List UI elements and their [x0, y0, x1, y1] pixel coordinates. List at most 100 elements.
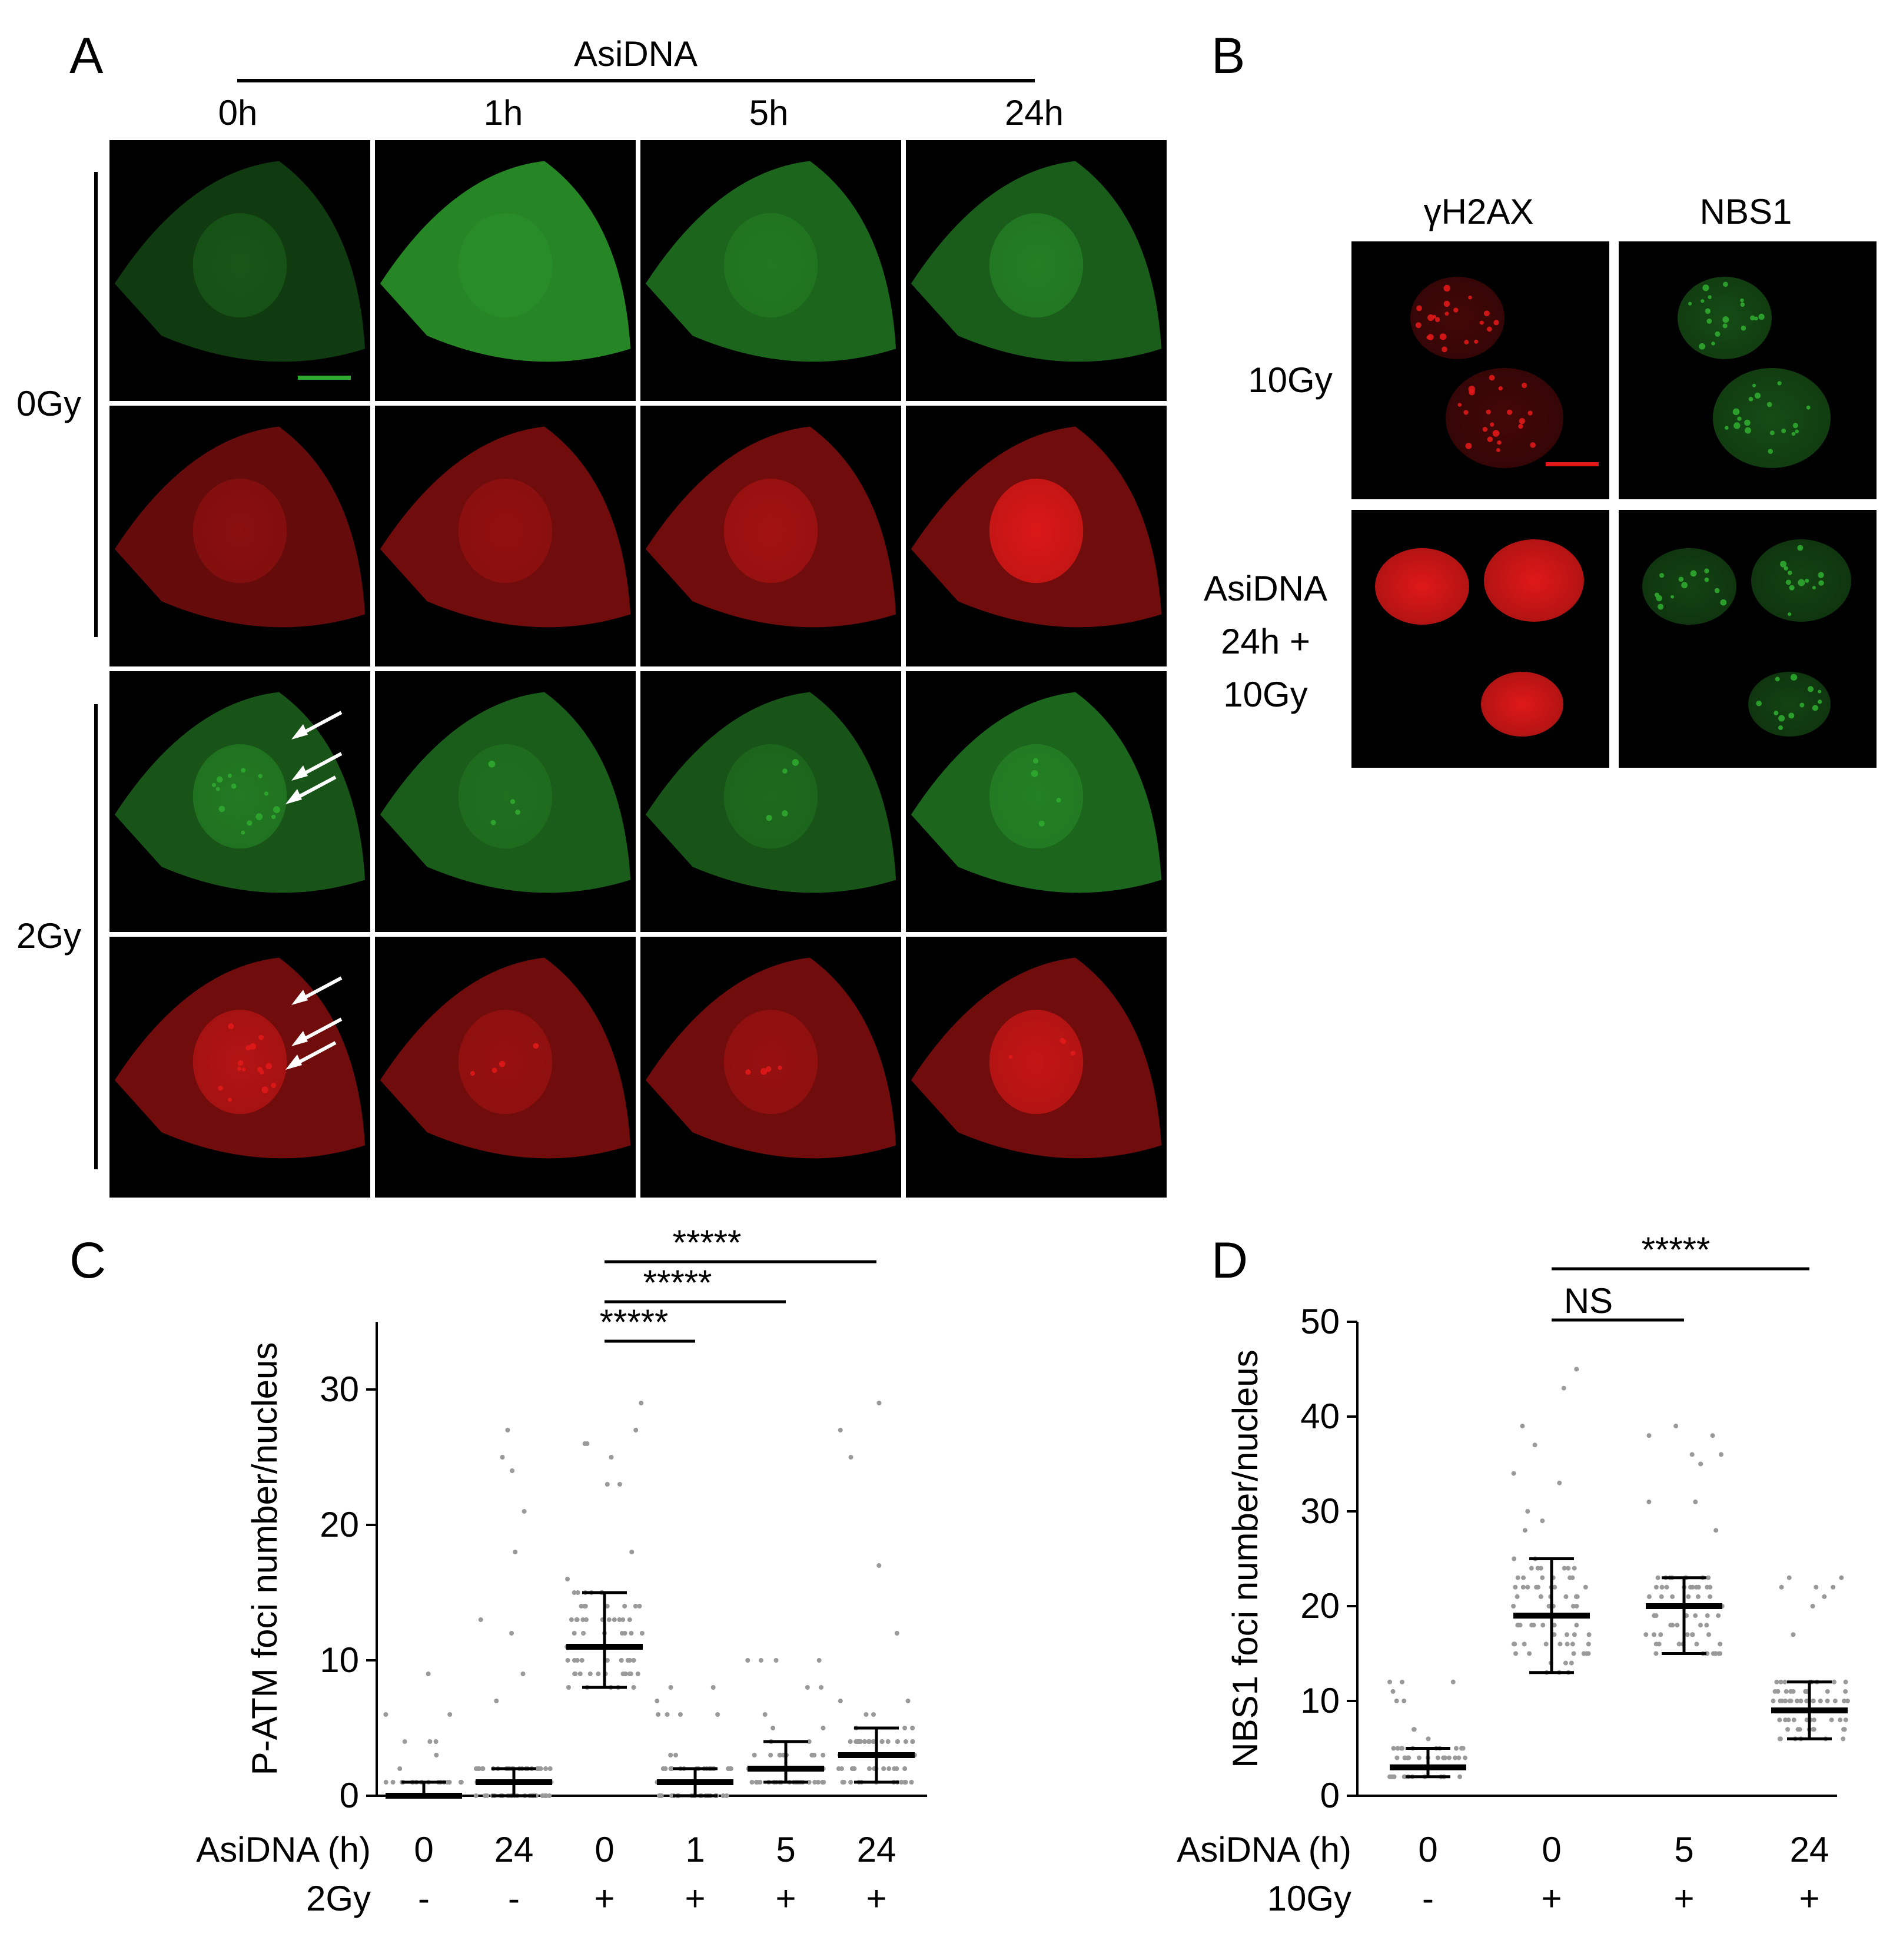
data-point — [1841, 1736, 1846, 1742]
data-point — [1839, 1575, 1844, 1580]
data-point — [572, 1631, 577, 1636]
data-point — [547, 1766, 553, 1771]
data-point — [617, 1482, 622, 1487]
data-point — [871, 1739, 876, 1744]
data-point — [390, 1780, 396, 1785]
data-point — [605, 1482, 610, 1487]
data-point — [862, 1739, 867, 1744]
data-point — [909, 1780, 914, 1785]
data-point — [1512, 1641, 1517, 1647]
data-point — [1646, 1433, 1652, 1438]
data-point — [1676, 1641, 1682, 1647]
data-point — [1520, 1424, 1525, 1429]
data-point — [655, 1699, 660, 1703]
data-point — [509, 1631, 514, 1636]
data-point — [1708, 1594, 1713, 1599]
data-point — [477, 1766, 482, 1771]
data-point — [1713, 1528, 1719, 1533]
data-point — [1529, 1566, 1534, 1571]
data-point — [673, 1753, 678, 1757]
x-tick-label: 0 — [1418, 1830, 1437, 1869]
data-point — [1685, 1632, 1690, 1637]
timepoint-1h: 1h — [483, 93, 523, 132]
data-point — [881, 1766, 886, 1771]
significance-label: ***** — [600, 1302, 669, 1342]
data-point — [1525, 1509, 1530, 1514]
micrograph-r1-c3 — [906, 406, 1167, 666]
data-point — [633, 1428, 639, 1432]
data-point — [1705, 1613, 1710, 1619]
data-point — [821, 1753, 826, 1757]
data-point — [478, 1617, 483, 1622]
row-label-10gy: 10Gy — [1248, 360, 1333, 400]
data-point — [876, 1401, 882, 1405]
data-point — [1520, 1584, 1526, 1590]
data-point — [1402, 1755, 1407, 1760]
y-axis-label: NBS1 foci number/nucleus — [1226, 1349, 1265, 1767]
significance-label: ***** — [673, 1225, 742, 1262]
data-point — [1778, 1679, 1784, 1684]
data-point — [1426, 1736, 1431, 1742]
data-point — [1784, 1689, 1789, 1694]
data-point — [1771, 1699, 1776, 1703]
data-point — [1540, 1623, 1546, 1628]
data-point — [886, 1766, 892, 1771]
data-point — [587, 1672, 593, 1676]
panel-a-letter: A — [69, 28, 104, 84]
data-point — [1522, 1641, 1527, 1647]
data-point — [1783, 1699, 1788, 1703]
data-point — [1646, 1594, 1652, 1599]
data-point — [1794, 1699, 1799, 1703]
data-point — [605, 1658, 610, 1663]
row-label-irradiation: 10Gy — [1267, 1879, 1351, 1918]
data-point — [633, 1604, 638, 1609]
data-point — [1463, 1755, 1468, 1760]
data-point — [1456, 1755, 1462, 1760]
data-point — [1845, 1699, 1850, 1703]
irradiation-label: + — [594, 1879, 615, 1918]
data-point — [848, 1780, 853, 1785]
x-tick-label: 24 — [494, 1830, 534, 1869]
data-point — [1785, 1727, 1791, 1732]
data-point — [668, 1685, 673, 1690]
data-point — [1788, 1699, 1794, 1703]
data-point — [402, 1739, 407, 1744]
data-point — [606, 1617, 612, 1622]
data-point — [1693, 1613, 1698, 1619]
data-point — [1586, 1651, 1591, 1656]
data-point — [1843, 1679, 1848, 1684]
data-point — [1843, 1689, 1848, 1694]
data-point — [1391, 1746, 1396, 1751]
dose-label-2gy: 2Gy — [16, 916, 82, 956]
data-point — [1522, 1528, 1527, 1533]
data-point — [547, 1793, 552, 1798]
data-point — [1513, 1584, 1518, 1590]
data-point — [1778, 1699, 1783, 1703]
data-point — [864, 1712, 869, 1717]
data-point — [1716, 1613, 1721, 1619]
data-point — [1704, 1623, 1709, 1628]
data-point — [1574, 1623, 1579, 1628]
data-point — [1532, 1442, 1537, 1448]
data-point — [1797, 1727, 1802, 1732]
data-point — [580, 1617, 586, 1622]
data-point — [728, 1766, 733, 1771]
data-point — [1786, 1575, 1792, 1580]
data-point — [903, 1780, 908, 1785]
data-point — [910, 1739, 915, 1744]
data-point — [635, 1672, 640, 1676]
data-point — [596, 1672, 601, 1676]
data-point — [522, 1509, 527, 1514]
data-point — [1798, 1699, 1804, 1703]
data-point — [1512, 1556, 1517, 1561]
data-point — [1698, 1623, 1703, 1628]
data-point — [1659, 1584, 1665, 1590]
data-point — [1583, 1584, 1588, 1590]
micrograph-r3-c0 — [109, 937, 370, 1198]
data-point — [572, 1672, 577, 1676]
data-point — [639, 1631, 645, 1636]
x-tick-label: 0 — [1542, 1830, 1561, 1869]
data-point — [627, 1658, 632, 1663]
significance-label: NS — [1564, 1281, 1613, 1321]
data-point — [1696, 1584, 1701, 1590]
